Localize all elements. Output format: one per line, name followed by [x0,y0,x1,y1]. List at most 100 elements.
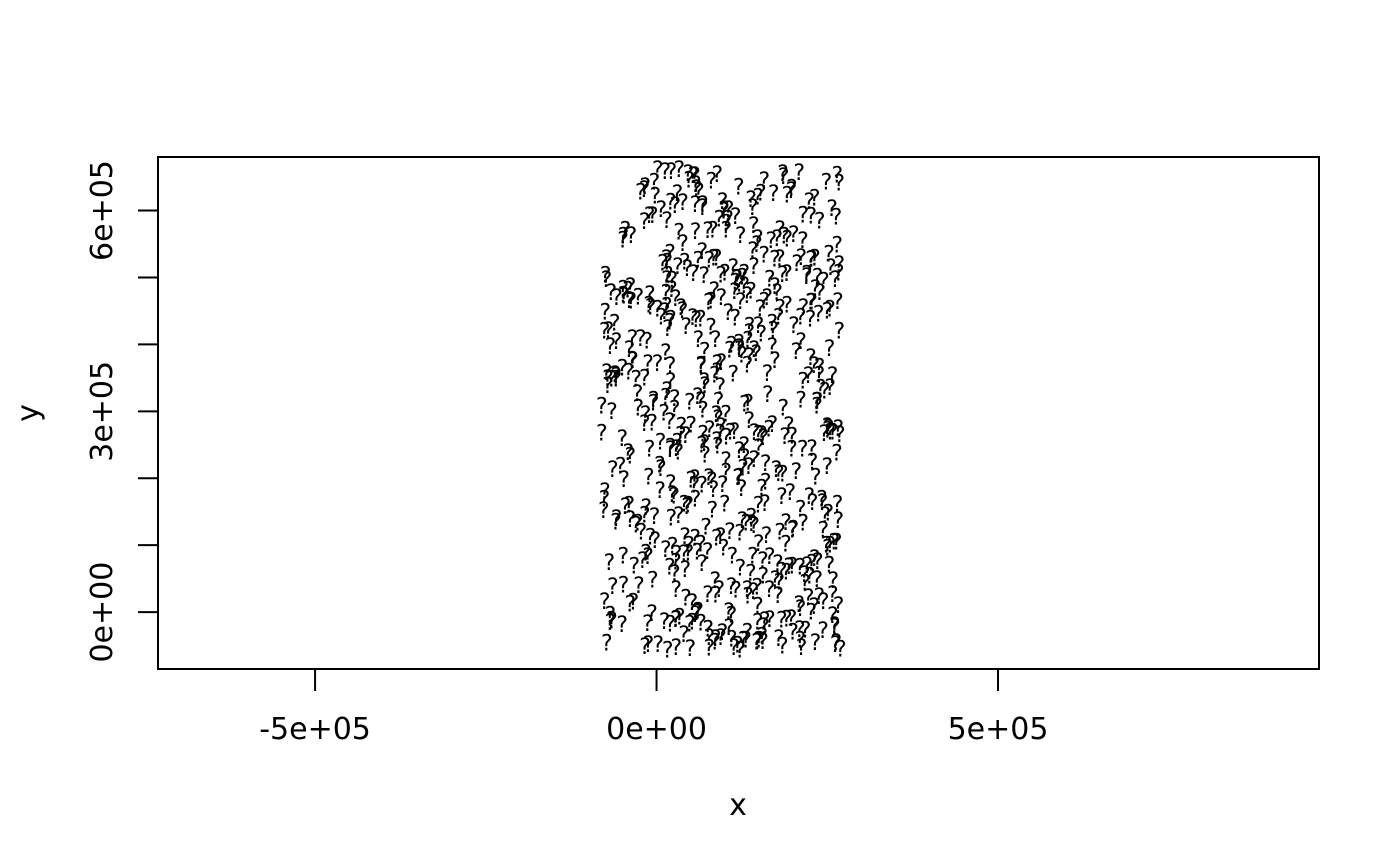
data-point: ? [665,191,677,216]
data-point: ? [779,425,791,450]
data-point: ? [704,636,716,661]
data-point: ? [697,240,709,265]
data-point: ? [814,209,826,234]
data-point: ? [601,361,613,386]
data-point: ? [822,455,834,480]
data-point: ? [764,608,776,633]
data-point: ? [722,301,734,326]
data-point: ? [748,580,760,605]
data-point: ? [654,479,666,504]
data-point: ? [819,380,831,405]
data-point: ? [801,265,813,290]
data-point: ? [632,512,644,537]
data-point: ? [801,262,813,287]
data-point: ? [809,547,821,572]
data-point: ? [644,204,656,229]
data-point: ? [626,224,638,249]
data-point: ? [674,606,686,631]
data-point: ? [628,554,640,579]
data-point: ? [759,609,771,634]
data-point: ? [635,181,647,206]
data-point: ? [617,228,629,253]
data-point: ? [786,607,798,632]
data-point: ? [599,301,611,326]
data-point: ? [739,262,751,287]
data-point: ? [633,396,645,421]
data-point: ? [609,312,621,337]
data-point: ? [815,377,827,402]
data-point: ? [691,308,703,333]
data-point: ? [708,279,720,304]
data-point: ? [760,471,772,496]
data-point: ? [756,323,768,348]
data-point: ? [717,621,729,646]
data-point: ? [730,205,742,230]
data-point: ? [764,268,776,293]
data-point: ? [662,251,674,276]
data-point: ? [742,328,754,353]
data-point: ? [709,569,721,594]
data-point: ? [829,614,841,639]
data-point: ? [721,219,733,244]
data-point: ? [671,636,683,661]
data-point: ? [644,283,656,308]
data-point: ? [630,513,642,538]
data-point: ? [818,270,830,295]
data-point: ? [712,407,724,432]
data-point: ? [761,286,773,311]
data-point: ? [831,631,843,656]
data-point: ? [744,314,756,339]
data-point: ? [665,472,677,497]
data-point: ? [752,594,764,619]
data-point: ? [831,164,843,189]
data-point: ? [697,398,709,423]
data-point: ? [709,364,721,389]
data-point: ? [756,476,768,501]
data-point: ? [659,300,671,325]
data-point: ? [744,321,756,346]
data-point: ? [764,545,776,570]
data-point: ? [711,247,723,272]
data-point: ? [773,462,785,487]
data-point: ? [695,389,707,414]
data-point: ? [829,615,841,640]
data-point: ? [795,555,807,580]
data-point: ? [762,362,774,387]
data-point: ? [734,272,746,297]
data-point: ? [752,227,764,252]
data-point: ? [751,631,763,656]
data-point: ? [757,630,769,655]
data-point: ? [769,349,781,374]
data-point: ? [696,474,708,499]
data-point: ? [757,549,769,574]
data-point: ? [704,418,716,443]
data-point: ? [736,477,748,502]
data-point: ? [728,636,740,661]
data-point: ? [716,351,728,376]
data-point: ? [662,639,674,664]
data-point: ? [722,208,734,233]
data-point: ? [699,339,711,364]
data-point: ? [682,493,694,518]
data-point: ? [690,220,702,245]
data-point: ? [623,360,635,385]
data-point: ? [810,631,822,656]
data-point: ? [703,466,715,491]
data-point: ? [821,171,833,196]
data-point: ? [832,493,844,518]
data-point: ? [646,602,658,627]
data-point: ? [732,466,744,491]
data-point: ? [705,316,717,341]
data-point: ? [787,519,799,544]
data-point: ? [718,537,730,562]
data-point: ? [688,262,700,287]
data-point: ? [833,417,845,442]
data-point: ? [665,438,677,463]
data-point: ? [610,510,622,535]
data-point: ? [718,200,730,225]
y-tick-label: 6e+05 [85,160,120,261]
data-point: ? [665,354,677,379]
data-point: ? [623,441,635,466]
data-point: ? [828,531,840,556]
data-point: ? [628,591,640,616]
